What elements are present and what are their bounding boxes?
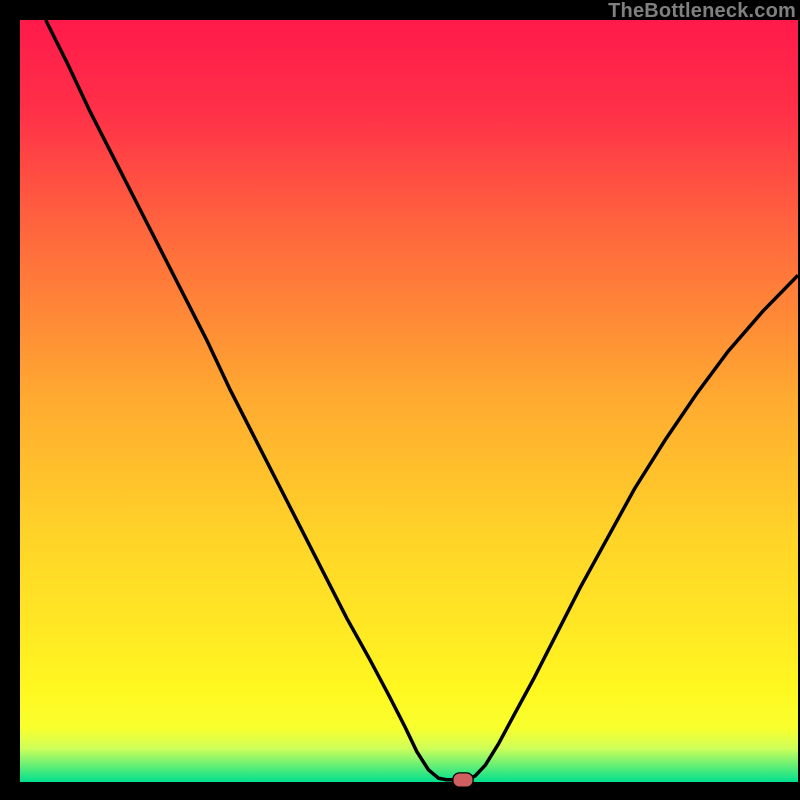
bottleneck-curve-svg (20, 20, 798, 782)
chart-frame: TheBottleneck.com (0, 0, 800, 800)
bottleneck-curve (46, 20, 798, 780)
optimal-point-marker (454, 773, 473, 786)
bottleneck-chart (20, 20, 798, 782)
